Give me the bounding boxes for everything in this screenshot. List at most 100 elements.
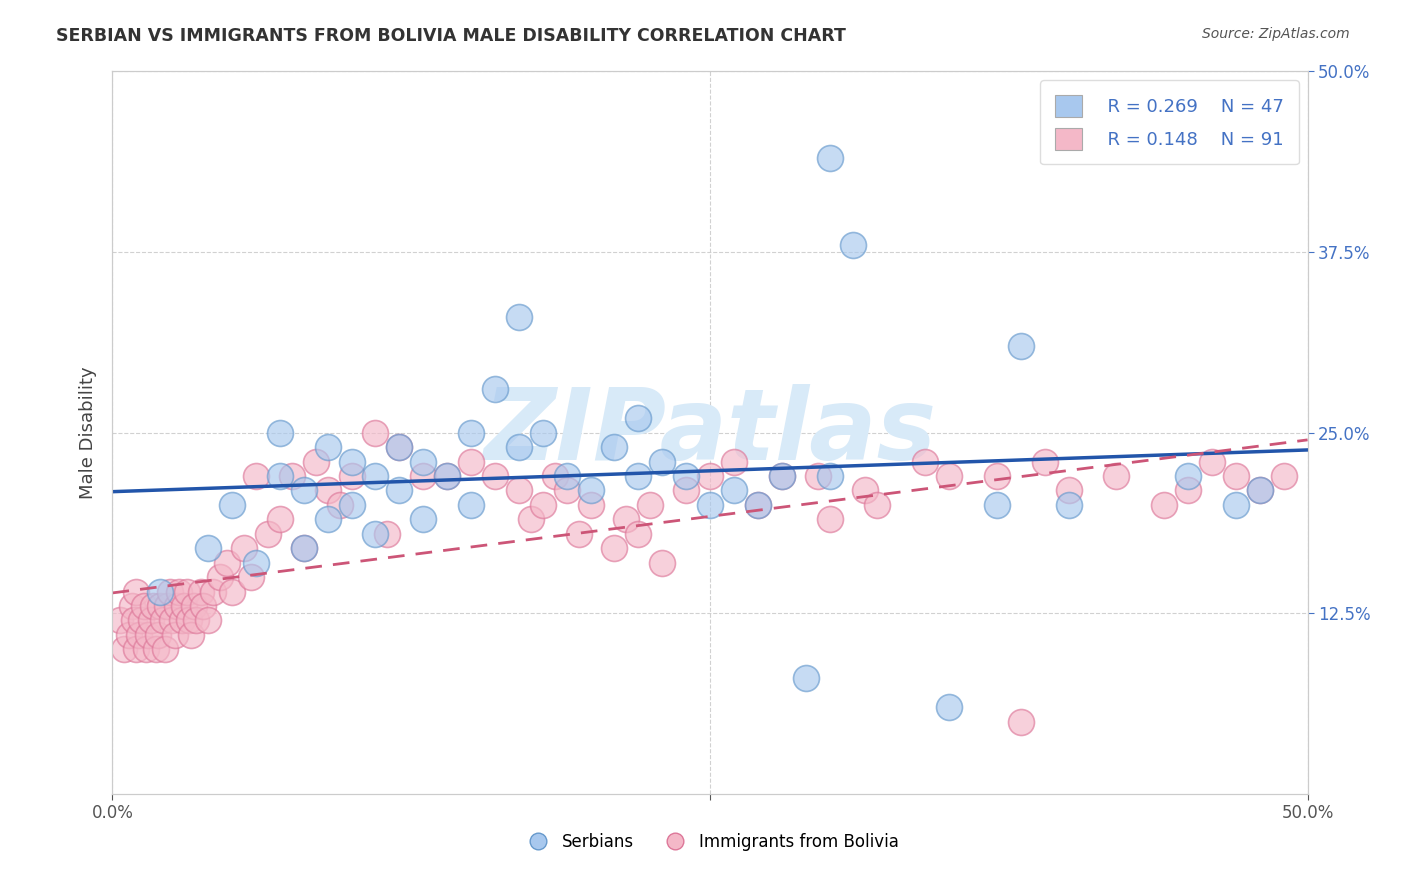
- Point: [233, 541, 256, 556]
- Point: [675, 469, 697, 483]
- Point: [460, 454, 482, 468]
- Point: [135, 642, 157, 657]
- Point: [747, 498, 769, 512]
- Point: [1249, 483, 1271, 498]
- Point: [269, 425, 291, 440]
- Point: [1177, 483, 1199, 498]
- Point: [364, 425, 387, 440]
- Point: [269, 469, 291, 483]
- Point: [197, 541, 219, 556]
- Point: [616, 512, 638, 526]
- Point: [520, 512, 543, 526]
- Point: [640, 498, 662, 512]
- Point: [1105, 469, 1128, 483]
- Point: [699, 469, 721, 483]
- Point: [818, 512, 841, 526]
- Point: [166, 599, 188, 613]
- Point: [842, 237, 865, 252]
- Point: [794, 671, 817, 685]
- Point: [377, 526, 399, 541]
- Text: SERBIAN VS IMMIGRANTS FROM BOLIVIA MALE DISABILITY CORRELATION CHART: SERBIAN VS IMMIGRANTS FROM BOLIVIA MALE …: [56, 27, 846, 45]
- Point: [240, 570, 263, 584]
- Point: [201, 584, 224, 599]
- Point: [508, 483, 530, 498]
- Point: [651, 454, 673, 468]
- Point: [855, 483, 877, 498]
- Point: [1225, 469, 1247, 483]
- Point: [1249, 483, 1271, 498]
- Point: [1177, 469, 1199, 483]
- Point: [190, 584, 212, 599]
- Point: [508, 440, 530, 454]
- Point: [139, 614, 162, 628]
- Point: [169, 584, 191, 599]
- Point: [603, 440, 626, 454]
- Point: [938, 469, 960, 483]
- Point: [245, 469, 267, 483]
- Point: [770, 469, 793, 483]
- Point: [125, 584, 148, 599]
- Point: [149, 599, 172, 613]
- Point: [460, 425, 482, 440]
- Point: [108, 614, 131, 628]
- Point: [699, 498, 721, 512]
- Point: [176, 584, 198, 599]
- Point: [603, 541, 626, 556]
- Point: [770, 469, 793, 483]
- Point: [818, 469, 841, 483]
- Point: [508, 310, 530, 324]
- Point: [914, 454, 936, 468]
- Point: [1010, 339, 1032, 353]
- Y-axis label: Male Disability: Male Disability: [79, 367, 97, 499]
- Point: [197, 614, 219, 628]
- Point: [1272, 469, 1295, 483]
- Point: [292, 541, 315, 556]
- Point: [1057, 498, 1080, 512]
- Point: [221, 584, 243, 599]
- Point: [217, 556, 239, 570]
- Point: [193, 599, 215, 613]
- Point: [436, 469, 458, 483]
- Point: [436, 469, 458, 483]
- Point: [723, 483, 745, 498]
- Point: [412, 469, 434, 483]
- Point: [460, 498, 482, 512]
- Point: [209, 570, 232, 584]
- Point: [627, 411, 650, 425]
- Point: [1057, 483, 1080, 498]
- Point: [818, 151, 841, 165]
- Point: [305, 454, 328, 468]
- Point: [651, 556, 673, 570]
- Point: [340, 454, 363, 468]
- Point: [292, 483, 315, 498]
- Point: [177, 614, 200, 628]
- Point: [340, 469, 363, 483]
- Legend: Serbians, Immigrants from Bolivia: Serbians, Immigrants from Bolivia: [515, 827, 905, 858]
- Point: [170, 614, 193, 628]
- Point: [186, 614, 208, 628]
- Point: [986, 469, 1008, 483]
- Point: [364, 526, 387, 541]
- Point: [159, 584, 181, 599]
- Point: [412, 512, 434, 526]
- Point: [627, 469, 650, 483]
- Point: [388, 440, 411, 454]
- Point: [388, 483, 411, 498]
- Point: [1201, 454, 1223, 468]
- Point: [114, 642, 135, 657]
- Point: [1153, 498, 1175, 512]
- Point: [149, 584, 172, 599]
- Point: [129, 614, 152, 628]
- Point: [125, 642, 148, 657]
- Point: [568, 526, 591, 541]
- Point: [173, 599, 195, 613]
- Point: [675, 483, 697, 498]
- Point: [1033, 454, 1056, 468]
- Point: [555, 483, 578, 498]
- Point: [1225, 498, 1247, 512]
- Point: [340, 498, 363, 512]
- Point: [807, 469, 830, 483]
- Point: [132, 599, 155, 613]
- Text: Source: ZipAtlas.com: Source: ZipAtlas.com: [1202, 27, 1350, 41]
- Point: [156, 599, 179, 613]
